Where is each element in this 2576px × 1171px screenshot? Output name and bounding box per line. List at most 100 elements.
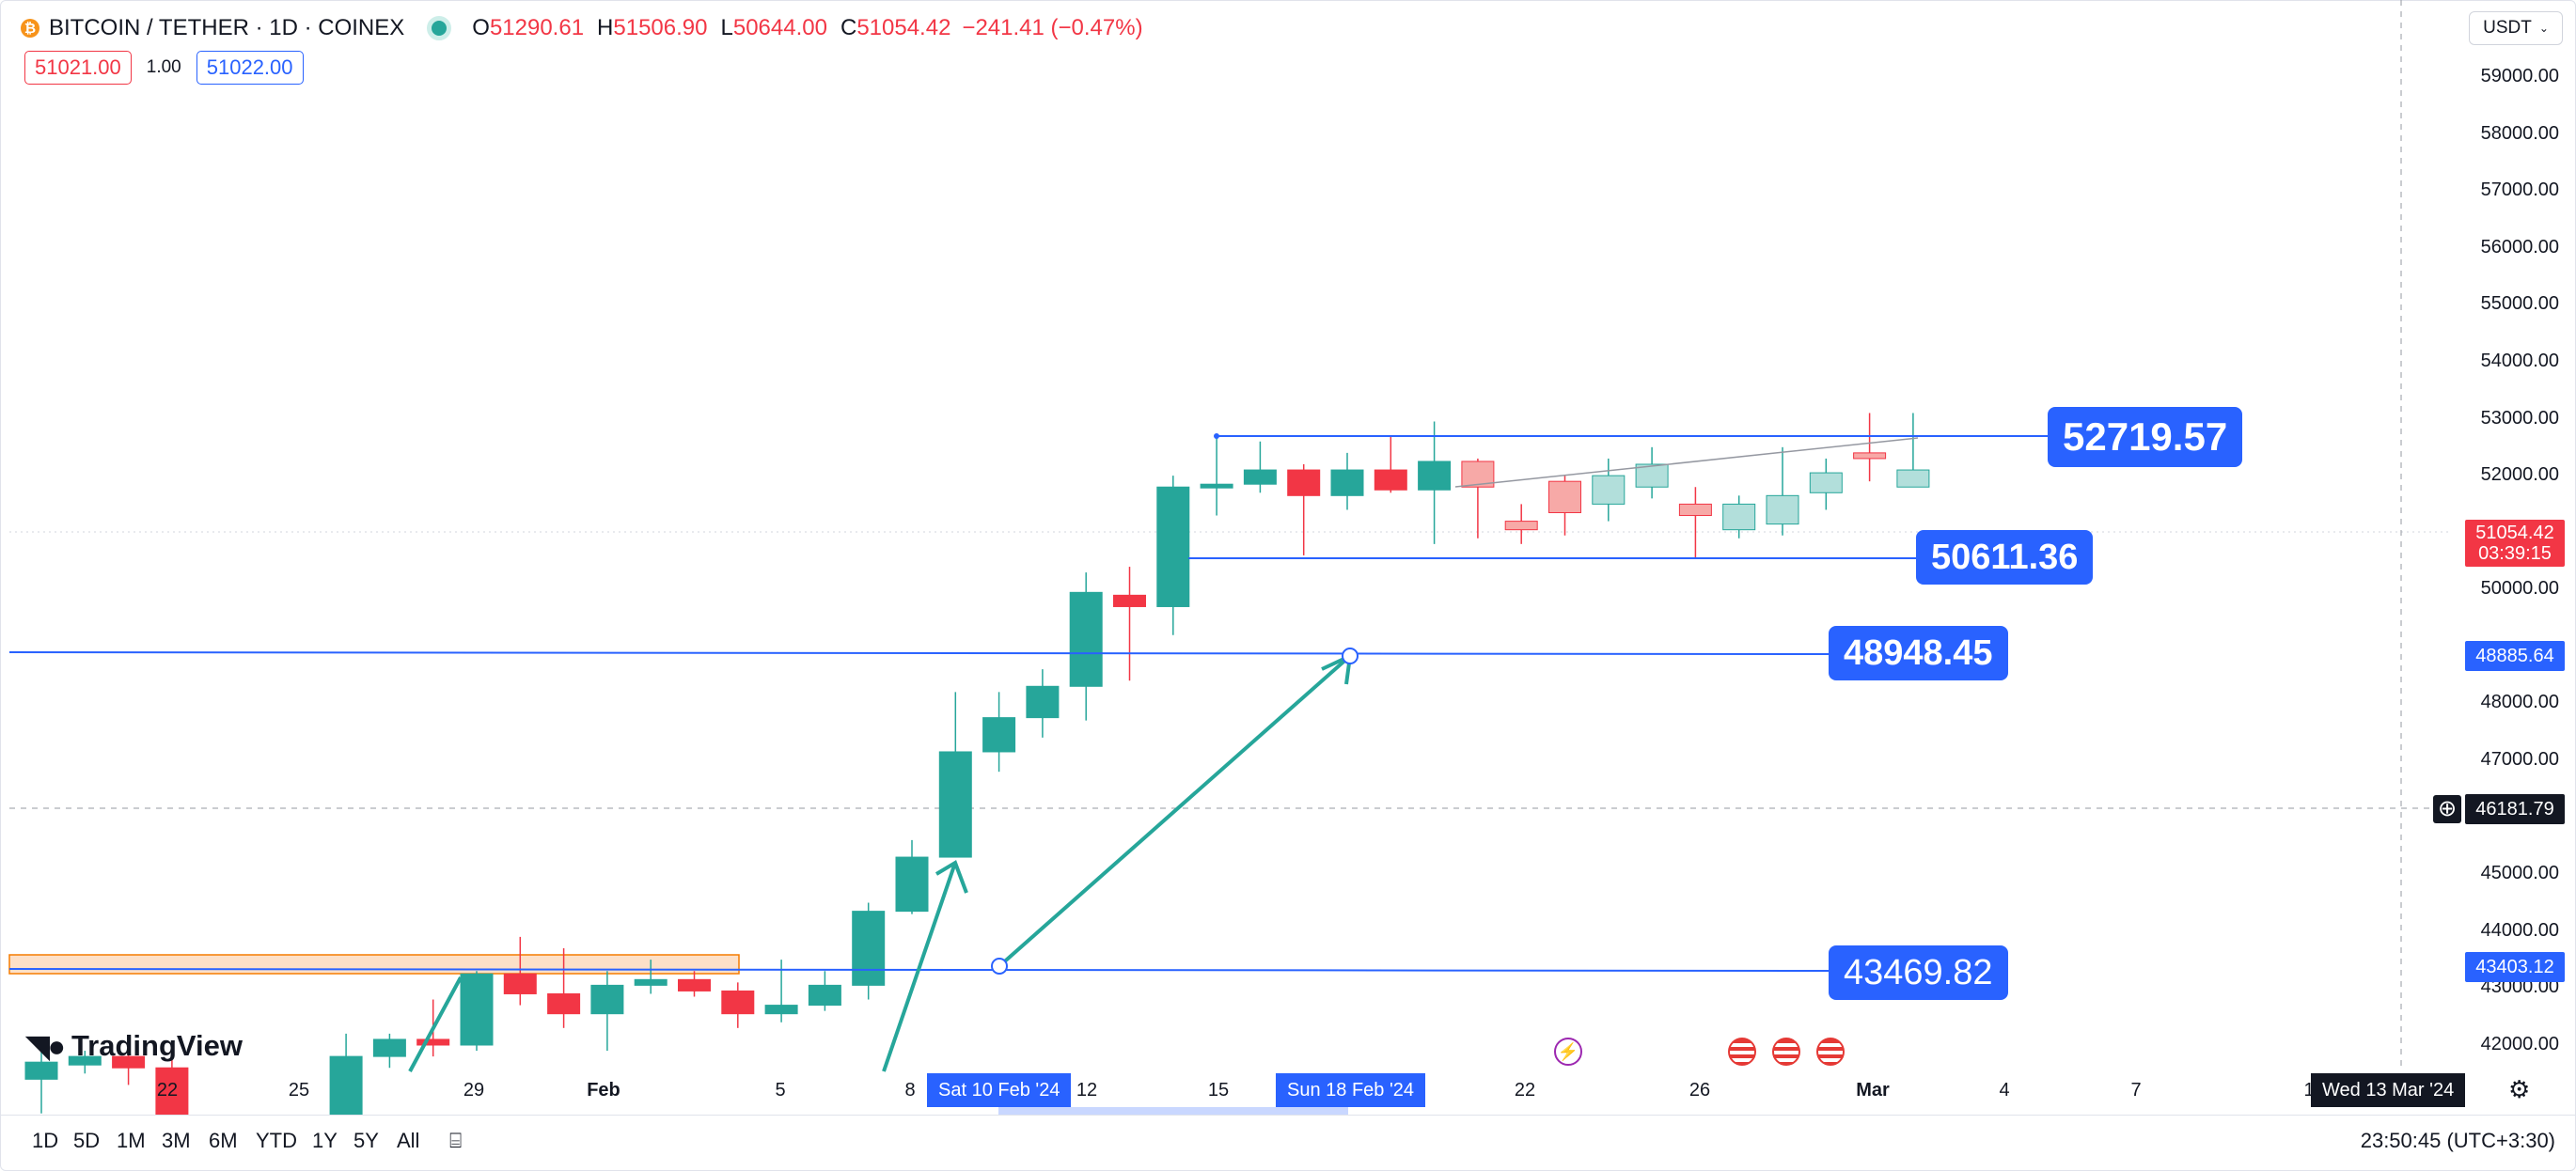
market-status-icon[interactable] (427, 16, 452, 40)
candle-body (1287, 469, 1321, 496)
open-value: 51290.61 (489, 15, 585, 40)
close-value: 51054.42 (856, 15, 951, 40)
label-target[interactable]: 48948.45 (1829, 626, 2008, 680)
candle-body (1722, 503, 1756, 531)
currency-selector[interactable]: USDT ⌄ (2469, 11, 2563, 45)
last-price-tag: 51054.42 03:39:15 (2465, 520, 2565, 567)
time-axis-tick: 8 (904, 1080, 916, 1101)
candle-body (590, 984, 624, 1015)
timeframe-button-6m[interactable]: 6M (209, 1129, 238, 1152)
candle-body (1026, 685, 1060, 719)
symbol-title[interactable]: BITCOIN / TETHER · 1D · COINEX (49, 15, 405, 40)
time-axis-tick: 25 (288, 1080, 310, 1101)
price-axis-tick: 47000.00 (2480, 749, 2559, 771)
candle-body (1548, 480, 1581, 513)
buy-button[interactable]: 51022.00 (196, 51, 304, 85)
time-axis-tick: 5 (775, 1080, 786, 1101)
candle-body (68, 1055, 102, 1066)
arrow-end-handle (1342, 648, 1359, 664)
target-line (8, 651, 1830, 655)
candle-body (112, 1055, 146, 1069)
timeframe-button-5d[interactable]: 5D (73, 1129, 101, 1152)
level-tag-upper: 48885.64 (2465, 641, 2565, 671)
us-flag-icon[interactable] (1728, 1038, 1756, 1066)
price-axis-tick: 42000.00 (2480, 1034, 2559, 1054)
candle-body (938, 751, 972, 858)
arrow-start-handle (991, 958, 1008, 975)
calendar-range-icon[interactable]: ⌸ (449, 1129, 463, 1152)
timeframe-button-1m[interactable]: 1M (117, 1129, 146, 1152)
timeframe-button-ytd[interactable]: YTD (256, 1129, 297, 1152)
level-tag-lower: 43403.12 (2465, 952, 2565, 982)
projection-arrow (997, 654, 1352, 968)
close-label: C (840, 15, 857, 40)
candle-body (852, 911, 886, 986)
candle-body (547, 992, 581, 1015)
candle-body (764, 1005, 798, 1015)
last-price-value: 51054.42 (2475, 523, 2554, 543)
candle-body (678, 978, 711, 991)
tradingview-logo-icon: ◥● (26, 1029, 66, 1063)
candle-body (1156, 486, 1190, 607)
time-range-band (998, 1107, 1348, 1115)
time-axis-tick: 29 (463, 1080, 485, 1101)
low-label: L (720, 15, 733, 40)
candle-body (1635, 463, 1669, 488)
gear-icon[interactable]: ⚙ (2508, 1075, 2531, 1103)
timeframe-button-5y[interactable]: 5Y (353, 1129, 379, 1152)
label-support[interactable]: 50611.36 (1916, 530, 2094, 585)
us-flag-icon[interactable] (1816, 1038, 1845, 1066)
quantity-value[interactable]: 1.00 (146, 57, 181, 77)
candle-body (634, 978, 668, 986)
change-value: −241.41 (−0.47%) (962, 15, 1143, 40)
candle-body (155, 1067, 189, 1115)
time-axis-tick: 22 (156, 1080, 179, 1101)
time-axis-tick: 22 (1514, 1080, 1536, 1101)
price-axis-tick: 59000.00 (2480, 66, 2559, 86)
candle-body (1418, 461, 1452, 491)
impulse-arrow (882, 862, 957, 1072)
range-end-date: Sun 18 Feb '24 (1276, 1073, 1426, 1107)
low-value: 50644.00 (732, 15, 827, 40)
add-alert-icon[interactable]: ⊕ (2433, 795, 2461, 823)
timeframe-button-1y[interactable]: 1Y (312, 1129, 338, 1152)
tradingview-logo[interactable]: ◥● TradingView (26, 1028, 243, 1064)
price-axis-tick: 56000.00 (2480, 236, 2559, 258)
timeframe-button-1d[interactable]: 1D (32, 1129, 59, 1152)
candle-body (329, 1055, 363, 1115)
bottom-toolbar: 1D 5D 1M 3M 6M YTD 1Y 5Y All ⌸ 23:50:45 (UTC+3:3… (0, 1115, 2576, 1170)
timeframe-button-3m[interactable]: 3M (162, 1129, 191, 1152)
price-axis-tick: 44000.00 (2480, 919, 2559, 941)
timeframe-button-all[interactable]: All (397, 1129, 420, 1152)
us-flag-icon[interactable] (1772, 1038, 1800, 1066)
price-axis-tick: 57000.00 (2480, 180, 2559, 201)
candle-body (416, 1038, 450, 1046)
candle-body (372, 1038, 406, 1057)
clock[interactable]: 23:50:45 (UTC+3:30) (2360, 1129, 2555, 1152)
supply-zone-rectangle (8, 954, 740, 975)
tradingview-logo-text: TradingView (71, 1029, 243, 1062)
candle-body (24, 1061, 58, 1080)
price-axis-tick: 54000.00 (2480, 350, 2559, 371)
time-axis-tick: 26 (1689, 1080, 1711, 1101)
chart-plot-area[interactable] (0, 0, 2576, 1115)
candle-body (1113, 594, 1146, 607)
candle-body (1896, 469, 1930, 488)
trend-line (1454, 437, 1919, 488)
candle-body (1504, 521, 1538, 531)
candle-body (503, 973, 537, 994)
lightning-icon[interactable]: ⚡ (1554, 1038, 1582, 1066)
sell-button[interactable]: 51021.00 (24, 51, 132, 85)
label-resistance[interactable]: 52719.57 (2048, 407, 2243, 467)
price-axis-tick: 52000.00 (2480, 464, 2559, 486)
price-axis-tick: 45000.00 (2480, 863, 2559, 884)
crosshair-date: Wed 13 Mar '24 (2311, 1073, 2466, 1107)
label-base[interactable]: 43469.82 (1829, 945, 2008, 1000)
impulse-arrowhead (935, 860, 968, 894)
bitcoin-icon: ₿ (21, 19, 39, 38)
candle-body (1592, 475, 1626, 505)
high-value: 51506.90 (613, 15, 708, 40)
crosshair-price-tag: 46181.79 (2465, 794, 2565, 824)
countdown-value: 03:39:15 (2478, 543, 2552, 564)
candle-body (1243, 469, 1277, 485)
